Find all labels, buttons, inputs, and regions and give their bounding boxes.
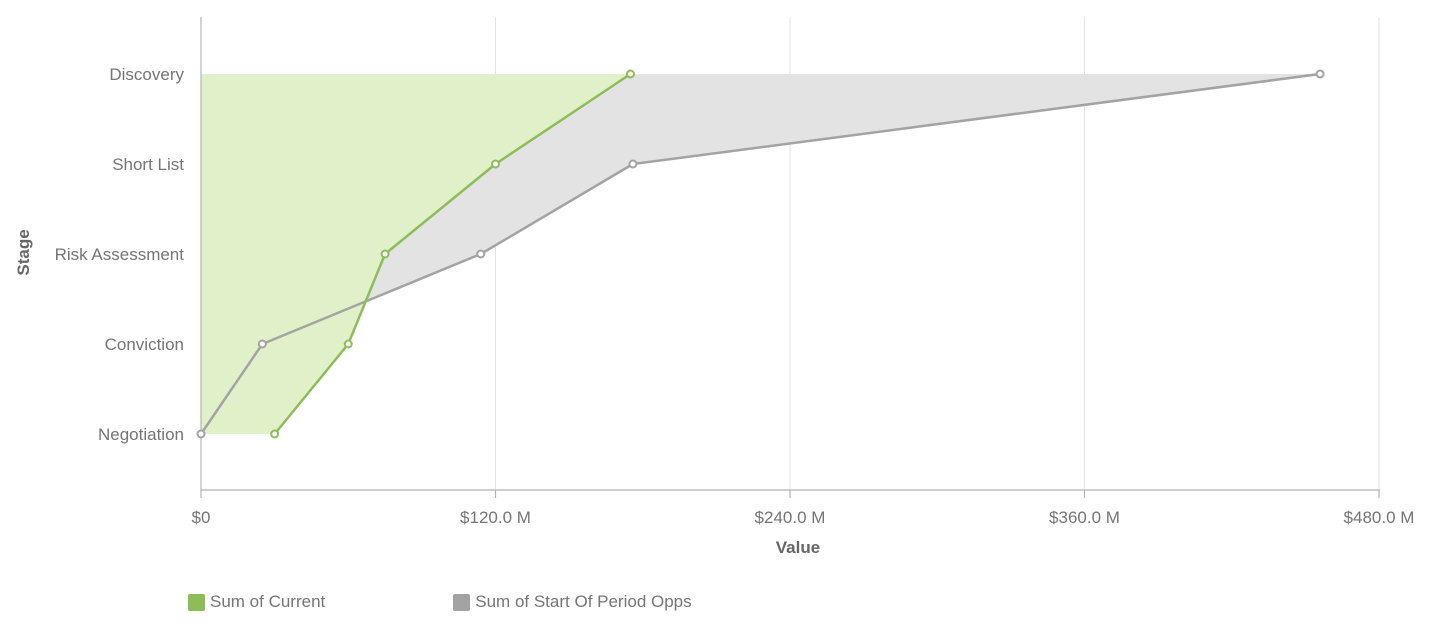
x-tick-label-2: $240.0 M bbox=[755, 508, 826, 527]
x-tick-label-3: $360.0 M bbox=[1049, 508, 1120, 527]
y-axis-title: Stage bbox=[14, 229, 33, 275]
legend-label-start-of-period: Sum of Start Of Period Opps bbox=[475, 592, 692, 611]
legend-label-current: Sum of Current bbox=[210, 592, 326, 611]
y-tick-label-4: Negotiation bbox=[98, 425, 184, 444]
series-0-point-2 bbox=[380, 249, 390, 259]
series-1-point-0 bbox=[1315, 69, 1325, 79]
y-tick-label-3: Conviction bbox=[105, 335, 184, 354]
legend: Sum of Current Sum of Start Of Period Op… bbox=[188, 590, 692, 614]
series-0-point-1 bbox=[491, 159, 500, 169]
x-axis-title: Value bbox=[776, 538, 820, 557]
series-area-0 bbox=[201, 74, 631, 434]
series-1-point-4 bbox=[196, 429, 206, 439]
x-tick-label-0: $0 bbox=[192, 508, 211, 527]
series-1-point-3 bbox=[257, 339, 267, 349]
series-1-point-2 bbox=[476, 249, 486, 259]
y-tick-label-2: Risk Assessment bbox=[55, 245, 185, 264]
legend-swatch-current bbox=[188, 593, 205, 611]
x-tick-label-1: $120.0 M bbox=[460, 508, 531, 527]
legend-item-current[interactable]: Sum of Current bbox=[188, 592, 325, 612]
legend-swatch-start-of-period bbox=[453, 593, 471, 611]
series-0-point-0 bbox=[625, 69, 635, 79]
legend-item-start-of-period[interactable]: Sum of Start Of Period Opps bbox=[453, 592, 692, 612]
y-tick-label-1: Short List bbox=[112, 155, 184, 174]
x-tick-label-4: $480.0 M bbox=[1344, 508, 1415, 527]
series-1-point-1 bbox=[628, 159, 638, 169]
y-tick-label-0: Discovery bbox=[109, 65, 184, 84]
series-0-point-3 bbox=[343, 339, 353, 349]
series-0-point-4 bbox=[270, 429, 280, 439]
